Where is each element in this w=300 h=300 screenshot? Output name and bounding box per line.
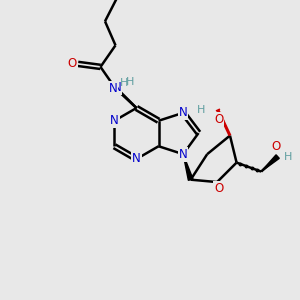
- Text: N: N: [109, 82, 118, 95]
- Text: O: O: [272, 140, 281, 154]
- Text: H: H: [284, 152, 292, 162]
- Text: H: H: [197, 105, 206, 115]
- Text: N: N: [132, 152, 141, 166]
- Polygon shape: [261, 155, 279, 172]
- Polygon shape: [183, 154, 193, 180]
- Text: N: N: [179, 106, 188, 119]
- Text: O: O: [68, 57, 76, 70]
- Text: N: N: [112, 81, 121, 94]
- Text: N: N: [179, 148, 188, 161]
- Text: H: H: [120, 77, 128, 88]
- Text: O: O: [214, 182, 223, 195]
- Text: H: H: [126, 76, 134, 87]
- Text: O: O: [214, 113, 223, 126]
- Text: N: N: [110, 114, 119, 127]
